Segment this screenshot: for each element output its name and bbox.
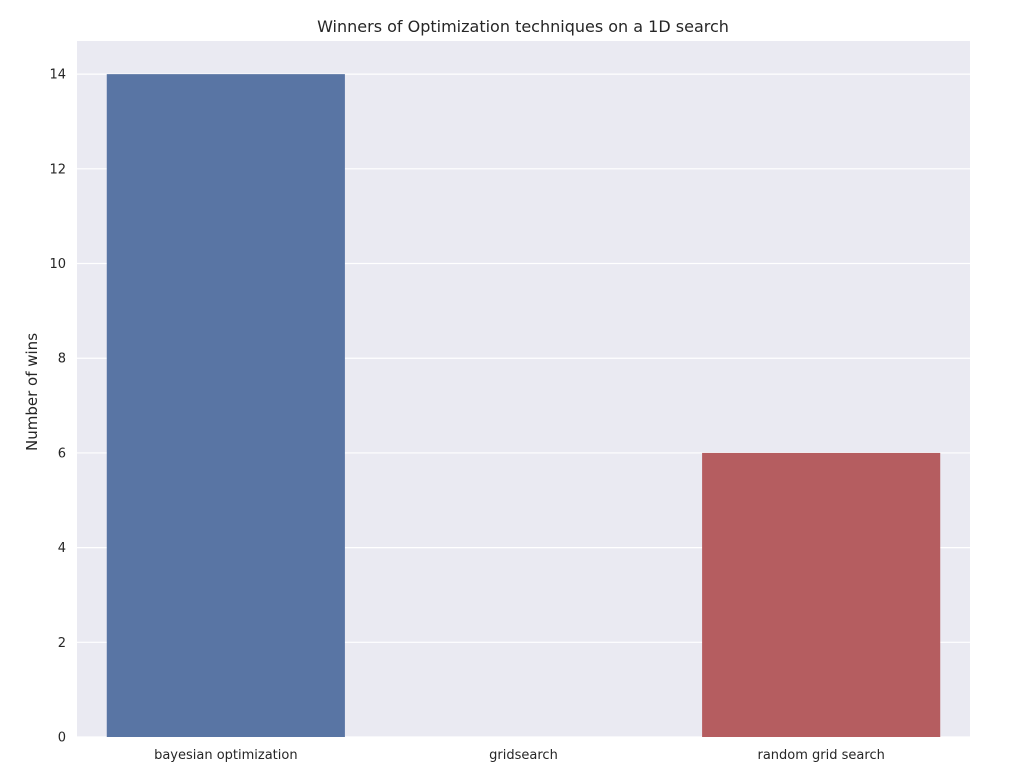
y-tick-label: 10 [49,257,66,272]
bars [106,74,941,737]
x-tick-label: gridsearch [489,748,558,763]
y-tick-label: 12 [49,162,66,177]
bar-random-grid-search [702,452,941,737]
y-axis-label: Number of wins [23,333,41,451]
y-tick-labels: 0 2 4 6 8 10 12 14 [49,68,66,746]
bar-bayesian-optimization [106,74,345,737]
x-tick-label: bayesian optimization [154,748,298,763]
y-tick-label: 6 [58,446,66,461]
y-tick-label: 4 [58,541,66,556]
x-tick-labels: bayesian optimization gridsearch random gr… [154,748,885,763]
x-tick-label: random grid search [758,748,885,763]
y-tick-label: 14 [49,68,66,83]
y-tick-label: 2 [58,636,66,651]
y-tick-label: 0 [58,731,66,746]
chart-title: Winners of Optimization techniques on a … [317,17,729,36]
y-tick-label: 8 [58,352,66,367]
